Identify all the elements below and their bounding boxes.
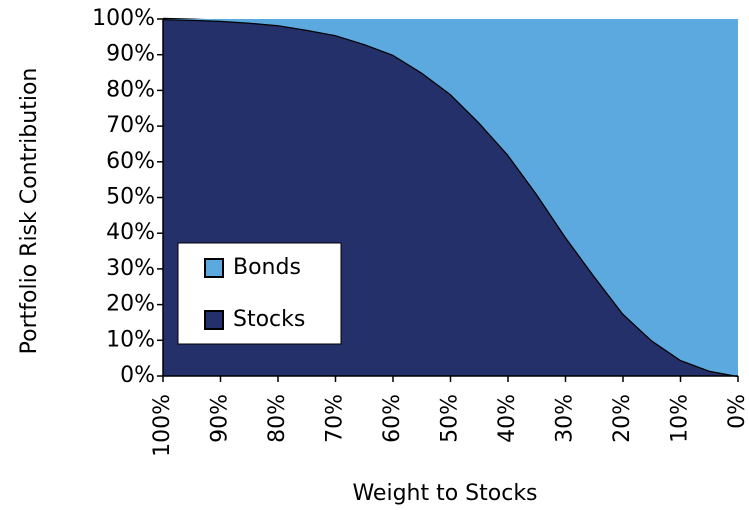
x-tick-label: 40%	[495, 394, 520, 443]
x-tick-label: 90%	[208, 394, 233, 443]
x-tick-label: 100%	[150, 394, 175, 457]
legend-label: Bonds	[233, 255, 301, 280]
y-tick-label: 40%	[106, 220, 155, 245]
legend-label: Stocks	[233, 307, 305, 332]
x-tick-label: 0%	[725, 394, 749, 429]
x-tick-label: 20%	[610, 394, 635, 443]
y-axis-label: Portfolio Risk Contribution	[17, 68, 42, 355]
x-axis-label: Weight to Stocks	[352, 481, 537, 506]
x-tick-label: 30%	[553, 394, 578, 443]
y-tick-label: 50%	[106, 185, 155, 210]
x-tick-label: 60%	[380, 394, 405, 443]
y-tick-label: 100%	[92, 6, 155, 31]
x-tick-label: 80%	[265, 394, 290, 443]
y-tick-label: 90%	[106, 42, 155, 67]
legend-swatch	[204, 310, 224, 330]
x-tick-label: 50%	[438, 394, 463, 443]
y-tick-label: 70%	[106, 113, 155, 138]
y-tick-label: 0%	[120, 363, 155, 388]
y-tick-label: 60%	[106, 149, 155, 174]
area-bonds	[163, 19, 738, 376]
y-tick-label: 80%	[106, 77, 155, 102]
x-tick-label: 70%	[323, 394, 348, 443]
legend-swatch	[204, 258, 224, 278]
y-tick-label: 10%	[106, 327, 155, 352]
x-tick-label: 10%	[668, 394, 693, 443]
y-tick-label: 20%	[106, 292, 155, 317]
y-tick-label: 30%	[106, 256, 155, 281]
